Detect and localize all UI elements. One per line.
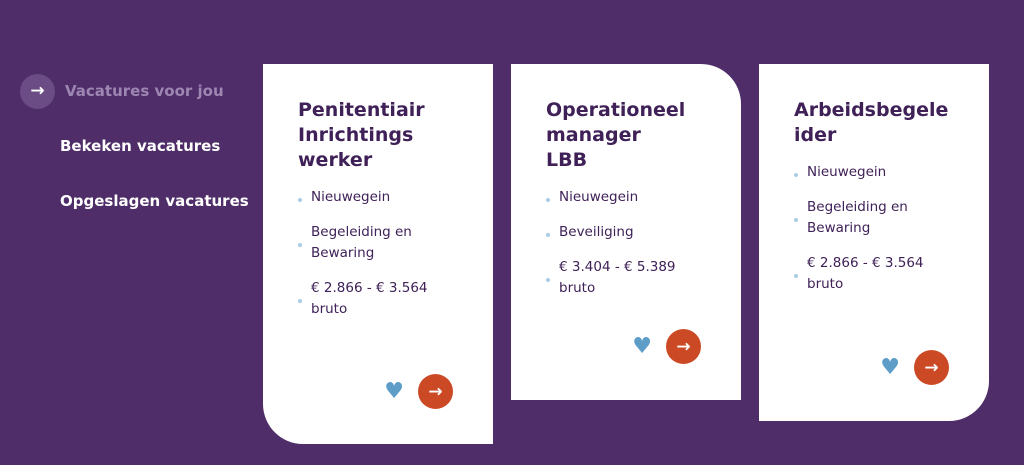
vacancy-card[interactable]: Operationeel manager LBB Nieuwegein Beve… xyxy=(511,64,741,400)
vacancy-card[interactable]: Penitentiair Inrichtings werker Nieuwege… xyxy=(263,64,493,444)
nav-item-label: Vacatures voor jou xyxy=(65,82,224,100)
vacancy-category: Beveiliging xyxy=(546,222,699,243)
vacancy-title: Arbeidsbegeleider xyxy=(794,99,949,146)
vacancy-location: Nieuwegein xyxy=(298,187,451,208)
open-vacancy-button[interactable]: → xyxy=(418,374,453,409)
nav-item-label: Bekeken vacatures xyxy=(60,137,221,155)
vacancy-title: Penitentiair Inrichtings werker xyxy=(298,99,425,171)
vacancy-location: Nieuwegein xyxy=(546,187,699,208)
nav-item-vacatures-voor-jou[interactable]: → Vacatures voor jou xyxy=(20,73,249,109)
vacancy-salary: € 3.404 - € 5.389 bruto xyxy=(546,257,699,299)
open-vacancy-button[interactable]: → xyxy=(666,329,701,364)
vacancy-card[interactable]: Arbeidsbegeleider Nieuwegein Begeleiding… xyxy=(759,64,989,421)
heart-icon[interactable]: ♥ xyxy=(632,334,652,359)
nav-item-bekeken-vacatures[interactable]: Bekeken vacatures xyxy=(20,128,249,164)
vacancy-location: Nieuwegein xyxy=(794,162,947,183)
vacancy-salary: € 2.866 - € 3.564 bruto xyxy=(794,253,947,295)
vacancy-category: Begeleiding en Bewaring xyxy=(298,222,451,264)
heart-icon[interactable]: ♥ xyxy=(384,379,404,404)
nav-item-opgeslagen-vacatures[interactable]: Opgeslagen vacatures xyxy=(20,183,249,219)
vacancy-title: Operationeel manager LBB xyxy=(546,99,686,171)
side-nav: → Vacatures voor jou Bekeken vacatures O… xyxy=(20,73,249,238)
vacancy-category: Begeleiding en Bewaring xyxy=(794,197,947,239)
nav-item-label: Opgeslagen vacatures xyxy=(60,192,249,210)
vacancy-salary: € 2.866 - € 3.564 bruto xyxy=(298,278,451,320)
arrow-right-icon: → xyxy=(20,73,55,109)
open-vacancy-button[interactable]: → xyxy=(914,350,949,385)
heart-icon[interactable]: ♥ xyxy=(880,355,900,380)
